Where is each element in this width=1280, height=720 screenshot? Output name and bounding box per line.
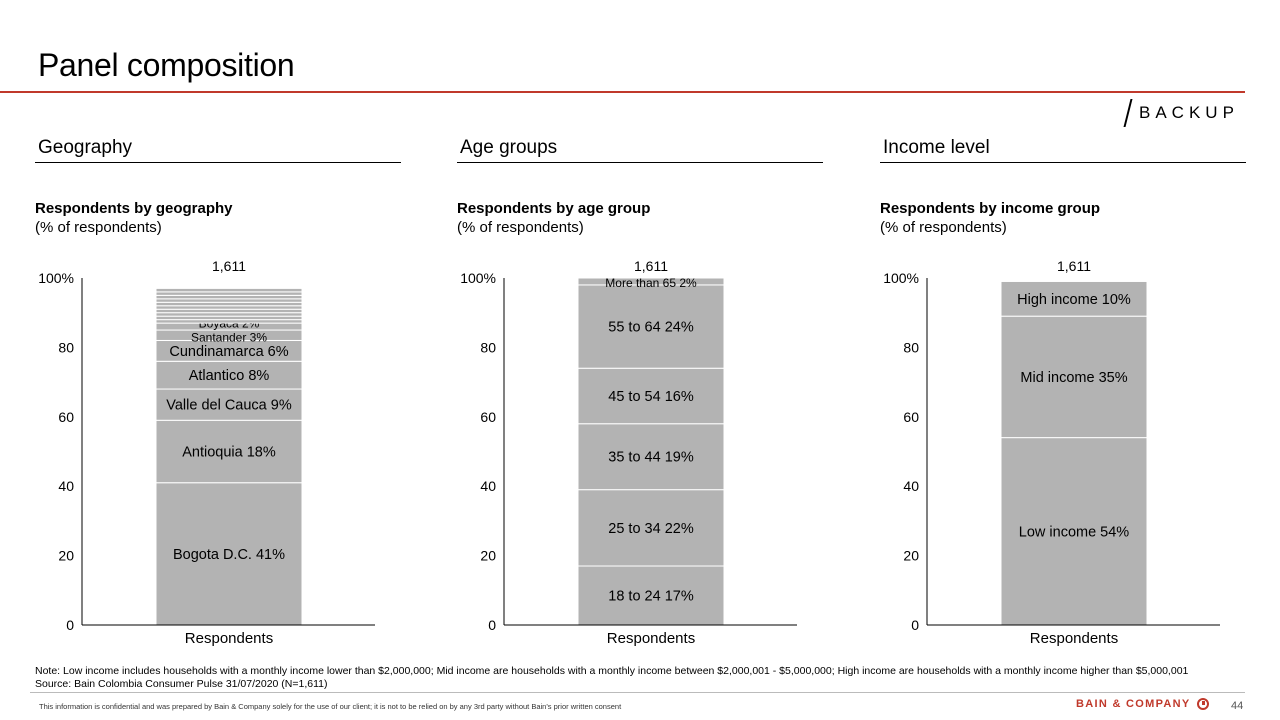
x-tick-label: Respondents [1030,630,1118,647]
bar-segment [577,277,725,286]
chart-title: Respondents by geography [35,200,233,217]
panel-geography: Geography Respondents by geography (% of… [35,0,401,660]
segment-label: Cundinamarca 6% [169,344,288,360]
page-title: Panel composition [38,47,295,83]
panel-header: Geography [35,137,401,163]
y-tick-label: 40 [480,478,496,494]
bar-segment [155,308,303,314]
note-text: Note: Low income includes households wit… [35,665,1189,677]
chart-subtitle: (% of respondents) [457,219,584,236]
y-tick-label: 80 [58,339,74,355]
bar-segment [155,294,303,300]
y-tick-label: 100% [460,270,496,286]
bar-segment [155,319,303,324]
panel-income: Income level Respondents by income group… [880,0,1246,660]
y-tick-label: 0 [488,617,496,633]
y-tick-label: 60 [480,409,496,425]
chart-title: Respondents by income group [880,200,1101,217]
bar-segment [155,315,303,321]
segment-label: High income 10% [1017,292,1131,308]
segment-label: More than 65 2% [605,276,697,290]
segment-label: 55 to 64 24% [608,320,694,336]
bar-segment [1000,280,1148,317]
bar-segment [577,489,725,567]
total-label: 1,611 [634,258,668,274]
y-tick-label: 0 [911,617,919,633]
chart-subtitle: (% of respondents) [35,219,162,236]
bar-segment [155,312,303,317]
segment-label: Low income 54% [1019,524,1130,540]
segment-label: Bogota D.C. 41% [173,547,285,563]
geography-chart: 0 20 40 60 80 100% Bogota D.C. 41% Antioquia 18… [38,258,375,647]
y-tick-label: 20 [480,548,496,564]
y-tick-label: 80 [480,339,496,355]
segment-label: 18 to 24 17% [608,589,694,605]
backup-label: BACKUP [1139,103,1239,122]
bar-segment [1000,315,1148,439]
bain-logo: BAIN & COMPANY [1076,698,1209,710]
bar-segment [155,287,303,293]
bar-segment [155,301,303,307]
segment-label: Santander 3% [191,330,267,344]
panel-age: Age groups Respondents by age group (% o… [457,0,823,660]
y-tick-label: 80 [903,339,919,355]
footnote: Note: Low income includes households wit… [35,665,1188,691]
y-tick-label: 100% [883,270,919,286]
page-number: 44 [1231,700,1244,712]
logo-text: BAIN & COMPANY [1076,698,1191,710]
bar-segment [155,305,303,310]
total-label: 1,611 [1057,258,1091,274]
footer-rule [30,692,1245,693]
panel-header: Income level [880,137,1246,163]
y-tick-label: 60 [903,409,919,425]
segment-label: 25 to 34 22% [608,521,694,537]
y-tick-label: 0 [66,617,74,633]
backup-tag: BACKUP [1123,98,1239,128]
bar-segment [577,284,725,369]
total-label: 1,611 [212,258,246,274]
confidentiality-notice: This information is confidential and was… [39,702,622,711]
y-tick-label: 20 [903,548,919,564]
title-rule [0,91,1245,93]
x-tick-label: Respondents [607,630,695,647]
chart-title: Respondents by age group [457,200,651,217]
chart-subtitle: (% of respondents) [880,219,1007,236]
y-tick-label: 40 [903,478,919,494]
segment-label: 45 to 54 16% [608,389,694,405]
bar-segment [155,298,303,303]
y-tick-label: 40 [58,478,74,494]
segment-label: Valle del Cauca 9% [166,398,292,414]
logo-mark-icon [1196,698,1209,710]
bar-segment [155,419,303,484]
bar-segment [1000,437,1148,626]
y-tick-label: 100% [38,270,74,286]
bar-segment [155,482,303,626]
age-chart: 0 20 40 60 80 100% 18 to 24 17% 25 to 34 22% 35 … [460,258,797,647]
source-text: Source: Bain Colombia Consumer Pulse 31/… [35,678,328,690]
segment-label: 35 to 44 19% [608,450,694,466]
segment-label: Mid income 35% [1020,370,1127,386]
panel-header: Age groups [457,137,823,163]
y-tick-label: 20 [58,548,74,564]
segment-label: Antioquia 18% [182,445,276,461]
segment-label: Atlantico 8% [189,368,270,384]
income-chart: 0 20 40 60 80 100% Low income 54% Mid income 35… [883,258,1220,647]
bar-segment [155,291,303,296]
bar-segment [577,367,725,425]
y-tick-label: 60 [58,409,74,425]
x-tick-label: Respondents [185,630,273,647]
